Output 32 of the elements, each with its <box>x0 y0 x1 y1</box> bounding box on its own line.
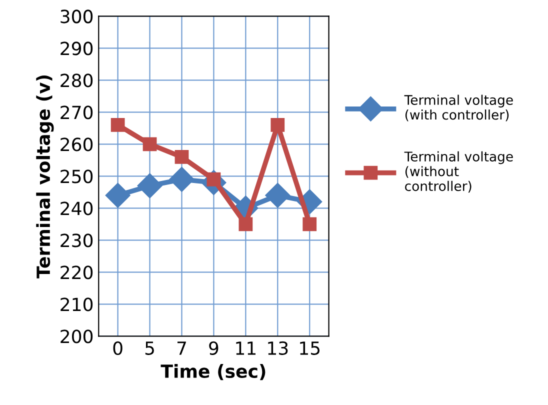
x-tick-label: 0 <box>113 341 122 355</box>
y-tick-label: 270 <box>60 106 93 120</box>
x-tick-label: 7 <box>177 342 186 355</box>
x-tick-label: 13 <box>268 341 288 355</box>
point <box>270 118 285 132</box>
point <box>174 150 189 164</box>
x-tick-label: 11 <box>236 342 256 355</box>
y-tick-label: 280 <box>60 74 93 88</box>
y-tick-label: 200 <box>60 330 93 344</box>
x-axis-title: Time (sec) <box>160 364 266 380</box>
point <box>238 217 253 232</box>
point <box>169 166 194 192</box>
y-tick-label: 250 <box>60 170 93 184</box>
y-tick-label: 240 <box>60 202 93 216</box>
point <box>137 173 162 198</box>
point <box>142 137 157 152</box>
y-axis-title: Terminal voltage (v) <box>36 75 54 278</box>
point <box>302 217 317 232</box>
point <box>110 118 125 132</box>
legend-label: Terminal voltage (with controller) <box>404 94 513 122</box>
y-tick-label: 230 <box>60 234 93 248</box>
point <box>105 182 130 208</box>
x-tick-label: 5 <box>145 342 154 355</box>
y-tick-label: 260 <box>60 138 93 152</box>
y-tick-label: 220 <box>60 266 93 280</box>
point <box>265 182 290 208</box>
legend-label: Terminal voltage (without controller) <box>404 151 513 193</box>
y-tick-label: 210 <box>60 298 93 312</box>
x-tick-label: 9 <box>209 341 218 355</box>
y-tick-label: 300 <box>60 10 93 24</box>
y-tick-label: 290 <box>60 42 93 56</box>
x-tick-label: 15 <box>300 342 320 355</box>
